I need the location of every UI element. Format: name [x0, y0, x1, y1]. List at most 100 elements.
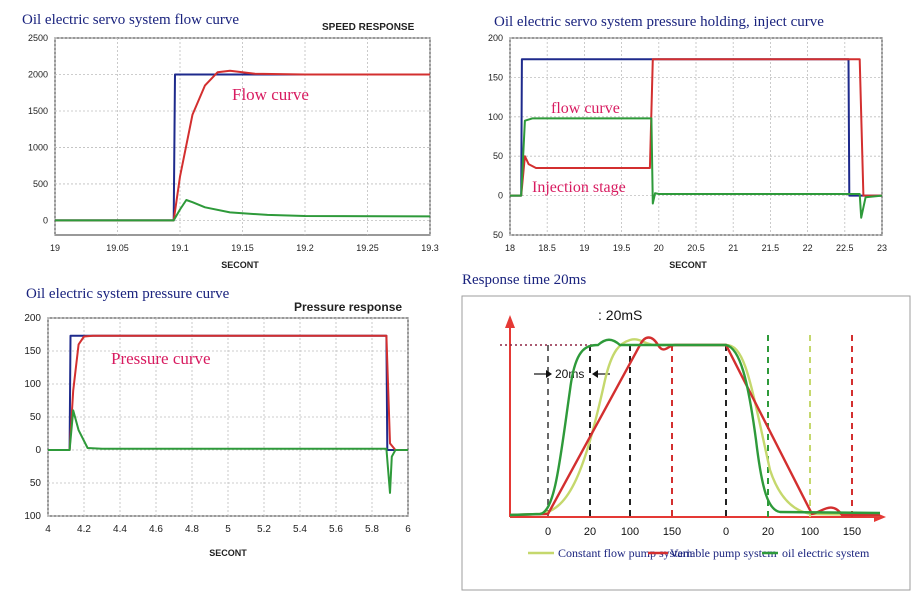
pressure-x-tick: 4	[45, 524, 51, 535]
response-x-tick: 100	[801, 526, 819, 538]
flow-chart-xlabel: SECONT	[221, 260, 259, 270]
flow-y-tick: 2500	[28, 33, 48, 43]
pressure-y-tick: 0	[35, 445, 41, 456]
holding-chart-x-ticks: 18 18.5 19 19.5 20 20.5 21 21.5 22 22.5 …	[505, 243, 887, 253]
response-time-chart: Response time 20ms : 20mS 20ms 0 20 100	[461, 272, 911, 591]
response-x-tick: 150	[663, 526, 681, 538]
pressure-x-tick: 4.6	[149, 524, 163, 535]
holding-x-tick: 22	[803, 243, 813, 253]
constant-flow-curve	[509, 338, 881, 517]
holding-x-tick: 20	[654, 243, 664, 253]
oil-electric-curve	[509, 338, 881, 517]
pressure-chart-x-ticks: 4 4.2 4.4 4.6 4.8 5 5.2 5.4 5.6 5.8 6	[45, 524, 411, 535]
legend-variable-pump-text: Variable pump system	[670, 546, 777, 560]
span-arrowhead-right	[592, 370, 598, 378]
response-x-tick: 150	[843, 526, 861, 538]
holding-x-tick: 22.5	[836, 243, 854, 253]
flow-x-tick: 19.2	[296, 243, 314, 253]
flow-curve-label: flow curve	[551, 100, 620, 117]
flow-x-tick: 19.1	[171, 243, 189, 253]
pressure-y-tick: 50	[30, 412, 42, 423]
flow-curve-label: Flow curve	[232, 85, 309, 104]
series-line-pressure-green	[510, 117, 883, 219]
legend-variable-pump-label: Variable pump system	[670, 546, 777, 560]
pressure-y-tick: 100	[24, 379, 41, 390]
response-span-heading: : 20mS	[598, 307, 642, 323]
flow-y-tick: 1500	[28, 106, 48, 116]
legend-oil-electric-label: oil electric system	[782, 546, 870, 560]
pressure-x-tick: 4.2	[77, 524, 91, 535]
holding-x-tick: 21	[728, 243, 738, 253]
pressure-y-tick: 200	[24, 313, 41, 324]
flow-chart-subtitle: SPEED RESPONSE	[322, 22, 415, 33]
pressure-y-tick: 50	[30, 478, 42, 489]
pressure-x-tick: 6	[405, 524, 411, 535]
flow-y-tick: 2000	[28, 69, 48, 79]
pressure-chart-series	[48, 334, 408, 494]
series-line-flow-red	[55, 69, 430, 222]
holding-x-tick: 19	[579, 243, 589, 253]
pressure-x-tick: 5	[225, 524, 231, 535]
pressure-chart: Oil electric system pressure curve Press…	[24, 286, 411, 558]
pressure-chart-subtitle: Pressure response	[294, 300, 402, 314]
holding-chart-xlabel: SECONT	[669, 260, 707, 270]
holding-x-tick: 19.5	[613, 243, 631, 253]
flow-y-tick: 500	[33, 179, 48, 189]
pressure-x-tick: 4.8	[185, 524, 199, 535]
flow-chart-series	[55, 69, 431, 222]
pressure-x-tick: 5.6	[329, 524, 343, 535]
pressure-curve-label: Pressure curve	[111, 349, 211, 368]
response-x-tick: 0	[723, 526, 729, 538]
holding-x-tick: 20.5	[687, 243, 705, 253]
flow-x-tick: 19.15	[231, 243, 254, 253]
flow-y-tick: 0	[43, 215, 48, 225]
flow-x-tick: 19.25	[356, 243, 379, 253]
response-x-tick: 100	[621, 526, 639, 538]
flow-chart: Oil electric servo system flow curve SPE…	[22, 12, 439, 270]
holding-x-tick: 23	[877, 243, 887, 253]
span-arrowhead-left	[546, 370, 552, 378]
pressure-chart-xlabel: SECONT	[209, 548, 247, 558]
holding-x-tick: 18	[505, 243, 515, 253]
series-line-command-blue	[510, 58, 882, 197]
holding-y-tick: 0	[498, 191, 503, 201]
series-line-pressure-green	[48, 409, 408, 494]
flow-chart-y-ticks: 2500 2000 1500 1000 500 0	[28, 33, 48, 225]
pressure-chart-y-ticks: 200 150 100 50 0 50 100	[24, 313, 41, 522]
flow-x-tick: 19	[50, 243, 60, 253]
pressure-x-tick: 4.4	[113, 524, 127, 535]
holding-y-tick: 200	[488, 33, 503, 43]
pressure-x-tick: 5.2	[257, 524, 271, 535]
holding-y-tick: 150	[488, 72, 503, 82]
response-y-axis-arrow	[505, 315, 515, 328]
holding-chart-grid	[509, 37, 883, 236]
holding-chart-series	[510, 58, 883, 219]
response-x-tick: 20	[762, 526, 774, 538]
series-line-flow-red	[510, 58, 882, 197]
response-chart-title: Response time 20ms	[462, 272, 586, 288]
pressure-y-tick: 150	[24, 346, 41, 357]
legend-constant-flow-text: Constant flow pump system	[558, 546, 693, 560]
response-x-tick: 20	[584, 526, 596, 538]
span-20ms-label: 20ms	[555, 367, 584, 381]
holding-chart-y-ticks: 200 150 100 50 0 50	[488, 33, 503, 240]
legend-oil-electric-text: oil electric system	[782, 546, 870, 560]
pressure-chart-grid	[47, 317, 409, 517]
series-line-pressure-green	[55, 199, 431, 222]
pressure-y-tick: 100	[24, 511, 41, 522]
holding-x-tick: 21.5	[762, 243, 780, 253]
holding-chart-title: Oil electric servo system pressure holdi…	[494, 14, 824, 30]
holding-y-tick: 100	[488, 112, 503, 122]
holding-y-tick: 50	[493, 151, 503, 161]
injection-stage-label: Injection stage	[532, 179, 626, 196]
pressure-chart-title: Oil electric system pressure curve	[26, 286, 230, 302]
pressure-x-tick: 5.4	[293, 524, 307, 535]
holding-y-tick: 50	[493, 230, 503, 240]
response-x-tick: 0	[545, 526, 551, 538]
flow-chart-x-ticks: 19 19.05 19.1 19.15 19.2 19.25 19.3	[50, 243, 439, 253]
flow-x-tick: 19.05	[106, 243, 129, 253]
variable-pump-curve	[509, 336, 880, 517]
flow-x-tick: 19.3	[421, 243, 439, 253]
pressure-x-tick: 5.8	[365, 524, 379, 535]
